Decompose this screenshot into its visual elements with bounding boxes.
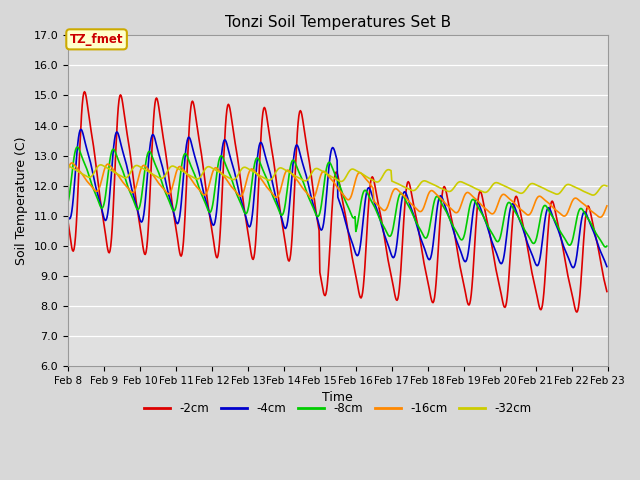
-2cm	[74, 192, 82, 198]
Line: -32cm: -32cm	[68, 165, 607, 195]
-2cm	[81, 89, 88, 95]
-16cm	[185, 173, 193, 179]
-8cm	[73, 144, 81, 150]
-8cm	[213, 168, 221, 174]
-4cm	[404, 194, 412, 200]
-8cm	[64, 200, 72, 205]
-32cm	[64, 163, 72, 168]
-32cm	[419, 178, 427, 184]
-16cm	[404, 197, 412, 203]
-2cm	[185, 134, 193, 140]
-2cm	[603, 288, 611, 294]
-4cm	[64, 214, 72, 219]
-8cm	[603, 243, 611, 249]
-4cm	[185, 134, 193, 140]
-16cm	[64, 167, 72, 172]
-16cm	[130, 189, 138, 194]
-4cm	[419, 242, 427, 248]
-2cm	[573, 309, 580, 315]
-2cm	[404, 180, 412, 185]
-16cm	[603, 203, 611, 209]
-32cm	[74, 168, 82, 174]
-4cm	[570, 265, 577, 271]
-32cm	[603, 183, 611, 189]
X-axis label: Time: Time	[323, 391, 353, 404]
Line: -8cm: -8cm	[68, 147, 607, 247]
-2cm	[419, 256, 427, 262]
-32cm	[404, 186, 412, 192]
-32cm	[185, 172, 193, 178]
-16cm	[419, 205, 427, 211]
-2cm	[130, 182, 138, 188]
Legend: -2cm, -4cm, -8cm, -16cm, -32cm: -2cm, -4cm, -8cm, -16cm, -32cm	[140, 397, 536, 420]
-4cm	[77, 126, 84, 132]
Line: -16cm: -16cm	[68, 163, 607, 217]
-32cm	[589, 192, 596, 198]
-2cm	[213, 255, 221, 261]
Title: Tonzi Soil Temperatures Set B: Tonzi Soil Temperatures Set B	[225, 15, 451, 30]
Line: -4cm: -4cm	[68, 129, 607, 268]
-16cm	[68, 160, 76, 166]
-16cm	[596, 215, 604, 220]
-16cm	[213, 166, 221, 171]
-8cm	[602, 244, 609, 250]
-8cm	[419, 232, 427, 238]
-16cm	[75, 167, 83, 173]
-4cm	[603, 264, 611, 269]
-8cm	[185, 157, 193, 163]
-8cm	[130, 199, 138, 204]
-4cm	[74, 141, 82, 147]
Text: TZ_fmet: TZ_fmet	[70, 33, 124, 46]
-4cm	[130, 194, 138, 200]
Line: -2cm: -2cm	[68, 92, 607, 312]
-2cm	[64, 219, 72, 225]
-32cm	[130, 164, 138, 170]
-8cm	[404, 201, 412, 207]
-4cm	[213, 203, 221, 208]
Y-axis label: Soil Temperature (C): Soil Temperature (C)	[15, 136, 28, 265]
-8cm	[75, 145, 83, 151]
-32cm	[97, 162, 105, 168]
-32cm	[213, 168, 221, 174]
